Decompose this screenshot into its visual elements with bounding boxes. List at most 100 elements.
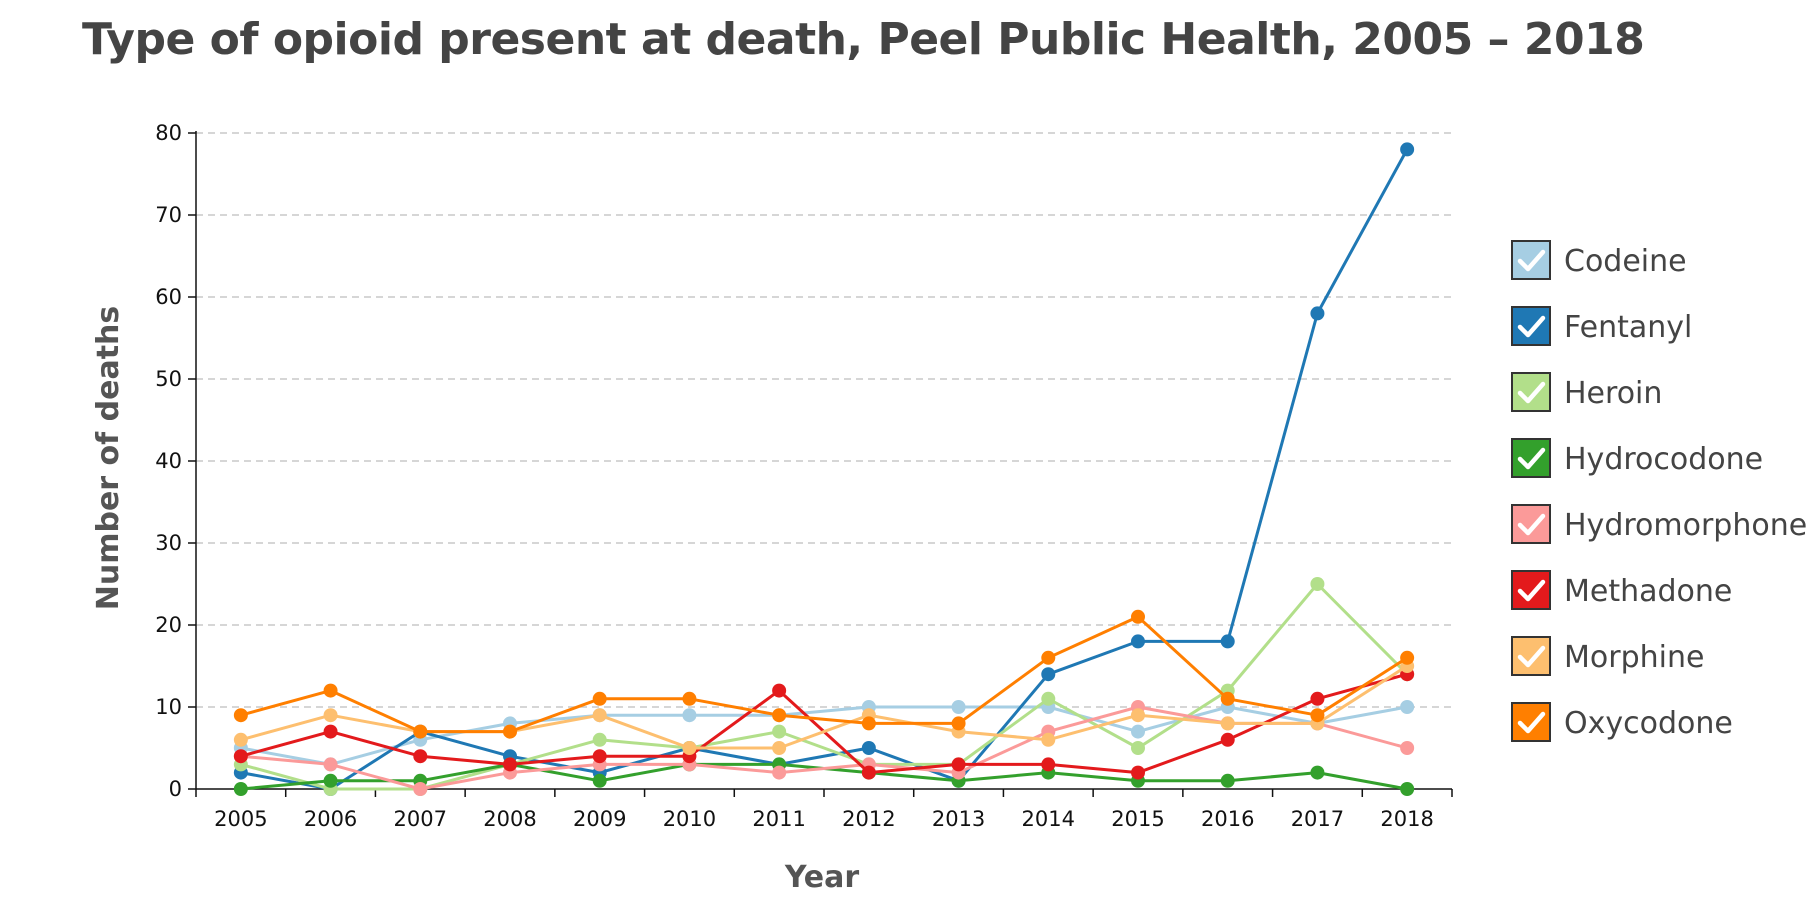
data-point-hydrocodone	[1310, 765, 1325, 780]
x-tick-label: 2018	[1380, 807, 1433, 831]
y-tick-label: 70	[155, 203, 182, 227]
data-point-hydromorphone	[413, 782, 428, 796]
legend-label: Hydromorphone	[1564, 508, 1807, 543]
x-tick-label: 2007	[394, 807, 447, 831]
data-point-oxycodone	[1041, 650, 1056, 665]
data-point-methadone	[233, 749, 248, 764]
y-tick-label: 40	[155, 449, 182, 473]
data-point-methadone	[951, 757, 966, 772]
data-point-morphine	[682, 741, 697, 755]
chart-title: Type of opioid present at death, Peel Pu…	[82, 14, 1645, 65]
data-point-fentanyl	[1220, 634, 1235, 649]
gridlines	[196, 132, 1452, 708]
data-point-codeine	[1400, 700, 1415, 714]
data-point-morphine	[772, 741, 787, 755]
data-point-morphine	[233, 732, 248, 747]
x-tick-label: 2012	[842, 807, 895, 831]
legend-item-methadone[interactable]: Methadone	[1511, 570, 1732, 610]
legend-checkbox[interactable]	[1511, 504, 1551, 544]
legend-label: Oxycodone	[1564, 706, 1733, 741]
data-point-hydromorphone	[772, 765, 787, 780]
x-tick-label: 2014	[1022, 807, 1075, 831]
y-tick-label: 20	[155, 613, 182, 637]
data-point-oxycodone	[503, 724, 517, 739]
data-point-oxycodone	[1400, 650, 1415, 665]
data-point-morphine	[1131, 708, 1145, 723]
data-point-methadone	[1131, 765, 1145, 780]
legend-checkbox[interactable]	[1511, 702, 1551, 742]
x-tick-label: 2005	[214, 807, 267, 831]
check-icon	[1517, 447, 1546, 470]
data-point-morphine	[323, 708, 338, 723]
legend-item-oxycodone[interactable]: Oxycodone	[1511, 702, 1733, 742]
check-icon	[1517, 513, 1546, 536]
legend-checkbox[interactable]	[1511, 306, 1551, 346]
data-point-oxycodone	[592, 691, 607, 706]
data-point-fentanyl	[1131, 634, 1145, 649]
data-point-hydrocodone	[592, 773, 607, 788]
series-line-oxycodone	[240, 615, 1408, 734]
data-point-fentanyl	[1400, 142, 1415, 157]
check-icon	[1517, 645, 1546, 668]
check-icon	[1517, 381, 1546, 404]
legend-label: Fentanyl	[1564, 310, 1692, 345]
legend-checkbox[interactable]	[1511, 570, 1551, 610]
series-oxycodone	[233, 609, 1415, 739]
x-tick-label: 2006	[304, 807, 357, 831]
data-point-oxycodone	[1220, 691, 1235, 706]
legend-item-hydrocodone[interactable]: Hydrocodone	[1511, 438, 1763, 478]
data-point-morphine	[1220, 716, 1235, 731]
x-tick-label: 2013	[932, 807, 985, 831]
data-point-codeine	[682, 708, 697, 723]
data-point-oxycodone	[1131, 609, 1145, 624]
legend-checkbox[interactable]	[1511, 636, 1551, 676]
data-point-methadone	[772, 683, 787, 698]
check-icon	[1517, 315, 1546, 338]
legend-checkbox[interactable]	[1511, 240, 1551, 280]
y-tick-label: 60	[155, 285, 182, 309]
data-point-hydromorphone	[323, 757, 338, 772]
data-point-morphine	[592, 708, 607, 723]
data-point-heroin	[1310, 577, 1325, 591]
check-icon	[1517, 579, 1546, 602]
y-tick-label: 50	[155, 367, 182, 391]
data-point-morphine	[1041, 732, 1056, 747]
data-point-hydrocodone	[1400, 782, 1415, 796]
legend-item-fentanyl[interactable]: Fentanyl	[1511, 306, 1692, 346]
data-point-oxycodone	[772, 708, 787, 723]
data-point-oxycodone	[323, 683, 338, 698]
x-tick-label: 2015	[1111, 807, 1164, 831]
data-point-methadone	[1041, 757, 1056, 772]
legend-item-codeine[interactable]: Codeine	[1511, 240, 1687, 280]
data-point-hydrocodone	[233, 782, 248, 796]
x-tick-label: 2009	[573, 807, 626, 831]
y-tick-label: 30	[155, 531, 182, 555]
data-point-hydrocodone	[1220, 773, 1235, 788]
legend-checkbox[interactable]	[1511, 438, 1551, 478]
legend-label: Morphine	[1564, 640, 1704, 675]
data-point-hydromorphone	[1400, 741, 1415, 755]
legend-checkbox[interactable]	[1511, 372, 1551, 412]
data-point-methadone	[323, 724, 338, 739]
data-point-methadone	[592, 749, 607, 764]
y-tick-label: 10	[155, 695, 182, 719]
series-fentanyl	[233, 142, 1415, 796]
data-point-heroin	[592, 732, 607, 747]
legend-item-morphine[interactable]: Morphine	[1511, 636, 1704, 676]
data-point-codeine	[951, 700, 966, 714]
x-tick-label: 2016	[1201, 807, 1254, 831]
data-point-methadone	[413, 749, 428, 764]
data-point-fentanyl	[1310, 306, 1325, 321]
legend-label: Hydrocodone	[1564, 442, 1763, 477]
data-point-oxycodone	[682, 691, 697, 706]
legend-label: Methadone	[1564, 574, 1732, 609]
data-point-heroin	[1131, 741, 1145, 755]
data-point-oxycodone	[951, 716, 966, 731]
legend-item-heroin[interactable]: Heroin	[1511, 372, 1662, 412]
series-line-fentanyl	[240, 148, 1409, 791]
data-point-fentanyl	[861, 741, 876, 755]
x-tick-label: 2010	[663, 807, 716, 831]
legend-item-hydromorphone[interactable]: Hydromorphone	[1511, 504, 1807, 544]
legend-label: Codeine	[1564, 244, 1687, 279]
